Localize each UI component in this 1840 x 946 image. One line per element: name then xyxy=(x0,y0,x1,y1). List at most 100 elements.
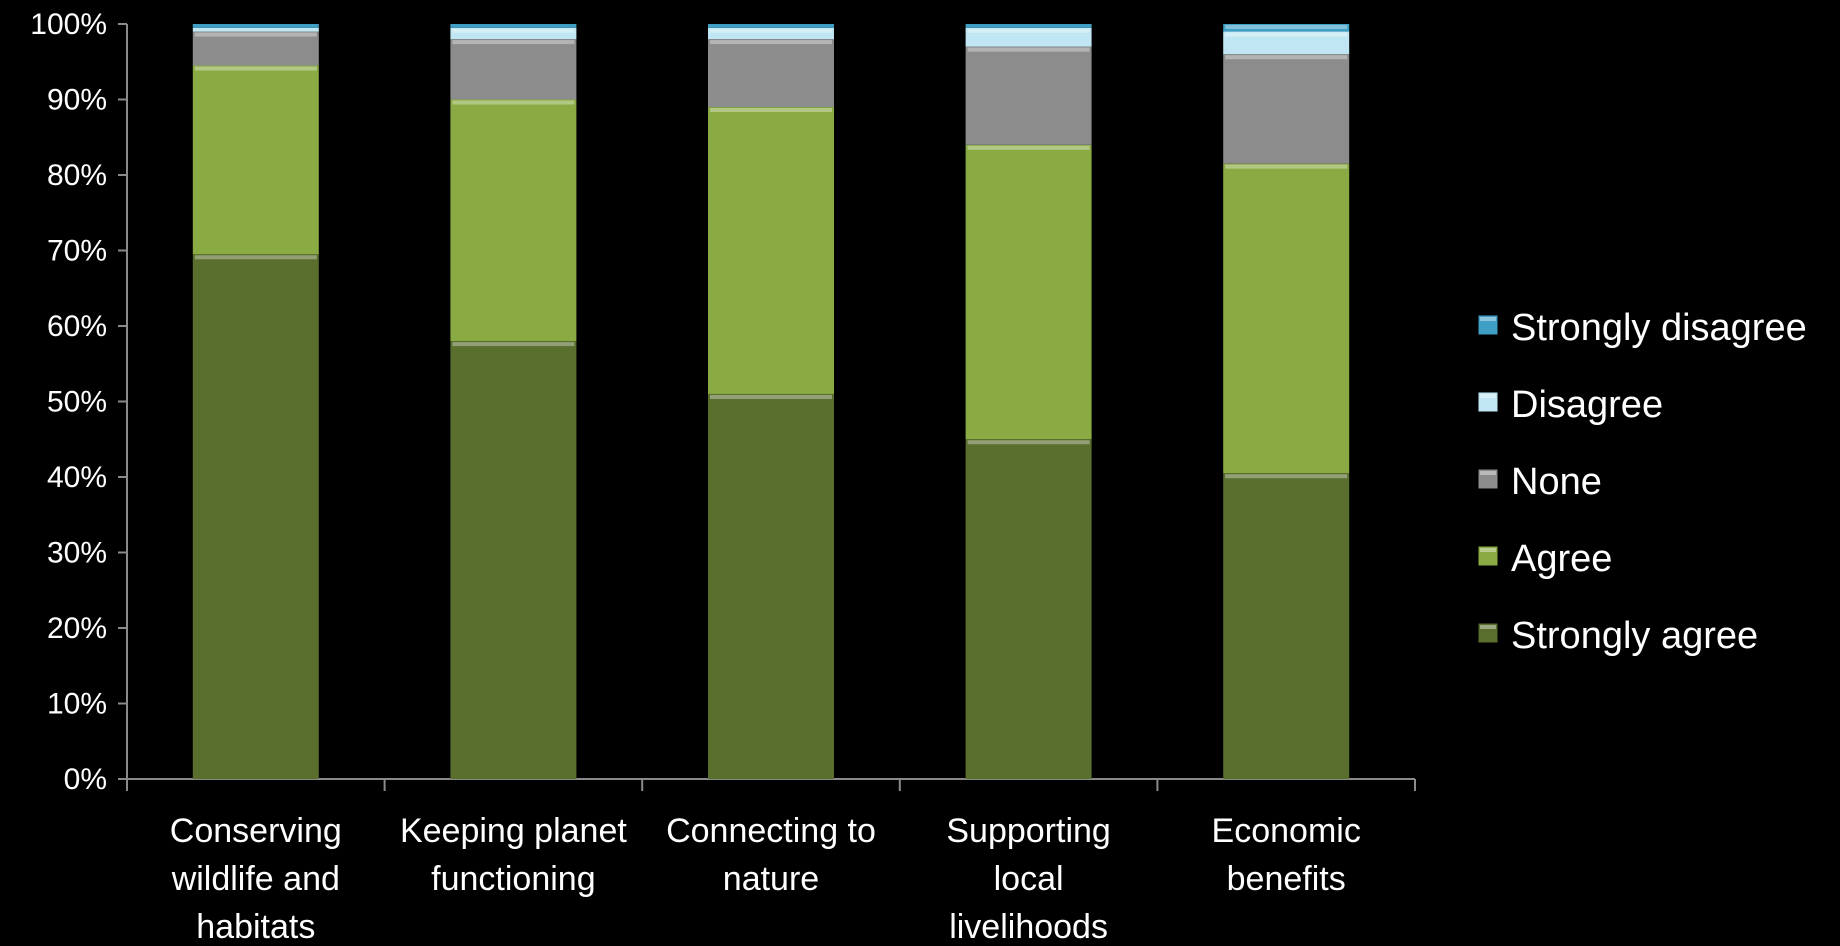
y-tick-label: 60% xyxy=(47,310,107,343)
bar-agree-economic-benefits xyxy=(1223,163,1350,474)
bar-strongly-agree-economic-benefits xyxy=(1223,473,1350,779)
legend-swatch xyxy=(1477,545,1499,567)
bar-segment-highlight xyxy=(1225,55,1348,60)
bar-disagree-keeping-planet-functioning xyxy=(450,27,577,40)
legend-swatch xyxy=(1477,468,1499,490)
y-tick-label: 20% xyxy=(47,612,107,645)
y-tick-label: 10% xyxy=(47,688,107,721)
x-tick-label-line: nature xyxy=(723,860,819,898)
bar-disagree-connecting-to-nature xyxy=(708,27,834,40)
bar-segment-highlight xyxy=(194,32,317,37)
legend-label: Disagree xyxy=(1511,384,1663,426)
bar-stack-economic-benefits xyxy=(1223,24,1350,779)
bar-segment-highlight xyxy=(967,145,1090,150)
bar-strongly-agree-conserving-wildlife-and-habitats xyxy=(192,254,319,779)
bar-segment-highlight xyxy=(1225,474,1348,479)
y-tick-label: 50% xyxy=(47,386,107,419)
bar-stack-keeping-planet-functioning xyxy=(450,24,577,779)
bar-segment-highlight xyxy=(710,40,832,45)
legend-label: Agree xyxy=(1511,538,1612,580)
bar-segment-highlight xyxy=(1225,25,1348,29)
x-tick-label: Economic benefits xyxy=(1212,812,1361,898)
legend-swatch-highlight xyxy=(1480,471,1496,475)
legend-swatch xyxy=(1477,391,1499,413)
x-tick-label: Keeping planet functioning xyxy=(400,812,627,898)
bar-segment-highlight xyxy=(452,100,575,105)
legend-item-none: None xyxy=(1477,461,1602,503)
y-tick-label: 80% xyxy=(47,159,107,192)
legend-label: Strongly agree xyxy=(1511,615,1758,657)
bar-agree-supporting-local-livelihoods xyxy=(965,144,1092,440)
legend-swatch-highlight xyxy=(1480,317,1496,321)
bar-segment-highlight xyxy=(194,66,317,71)
legend-item-strongly-agree: Strongly agree xyxy=(1477,615,1758,657)
bar-segment-highlight xyxy=(967,440,1090,445)
x-tick-label-line: Connecting to xyxy=(666,812,876,850)
bar-agree-conserving-wildlife-and-habitats xyxy=(192,65,319,255)
y-tick-label: 30% xyxy=(47,537,107,570)
x-tick-label-line: functioning xyxy=(431,860,595,898)
y-tick-label: 100% xyxy=(30,8,107,41)
bar-disagree-conserving-wildlife-and-habitats xyxy=(192,27,319,32)
bar-stack-conserving-wildlife-and-habitats xyxy=(192,24,319,779)
bar-stack-supporting-local-livelihoods xyxy=(965,24,1092,779)
bar-none-supporting-local-livelihoods xyxy=(965,46,1092,145)
y-tick-label: 70% xyxy=(47,235,107,268)
x-axis: Conserving wildlife and habitats Keeping pl… xyxy=(126,778,1416,946)
bar-strongly-disagree-keeping-planet-functioning xyxy=(450,24,577,28)
bar-segment-highlight xyxy=(194,255,317,260)
bar-none-connecting-to-nature xyxy=(708,39,834,108)
bar-segment-highlight xyxy=(1225,164,1348,169)
legend-swatch-highlight xyxy=(1480,548,1496,552)
bar-segment-highlight xyxy=(1225,32,1348,37)
x-tick-label: Connecting to nature xyxy=(666,812,876,898)
x-tick-label-line: Supporting xyxy=(946,812,1110,850)
x-tick-label-line: Economic xyxy=(1212,812,1361,850)
y-tick-label: 40% xyxy=(47,461,107,494)
bar-segment-highlight xyxy=(452,40,575,45)
legend-label: Strongly disagree xyxy=(1511,307,1807,349)
legend: Strongly disagree Disagree None Agree Strong… xyxy=(1477,307,1807,657)
bar-stack-connecting-to-nature xyxy=(708,24,834,779)
x-tick-label-line: local xyxy=(994,860,1064,898)
bar-segment-highlight xyxy=(452,28,575,33)
y-tick-label: 0% xyxy=(64,763,107,796)
bar-strongly-disagree-supporting-local-livelihoods xyxy=(965,24,1092,28)
legend-swatch xyxy=(1477,314,1499,336)
x-tick-label-line: Keeping planet xyxy=(400,812,627,850)
bar-segment-highlight xyxy=(452,342,575,347)
bar-none-conserving-wildlife-and-habitats xyxy=(192,31,319,66)
bars xyxy=(192,24,1350,779)
bar-none-keeping-planet-functioning xyxy=(450,39,577,100)
legend-label: None xyxy=(1511,461,1602,503)
bar-strongly-agree-connecting-to-nature xyxy=(708,393,834,779)
y-axis: 0% 10% 20% 30% 40% 50% 60% 70% 80% 90% 100% xyxy=(30,8,128,796)
bar-agree-connecting-to-nature xyxy=(708,107,834,394)
legend-swatch-highlight xyxy=(1480,394,1496,398)
bar-none-economic-benefits xyxy=(1223,54,1350,164)
bar-strongly-disagree-connecting-to-nature xyxy=(708,24,834,28)
bar-segment-highlight xyxy=(967,28,1090,33)
legend-item-strongly-disagree: Strongly disagree xyxy=(1477,307,1807,349)
bar-strongly-disagree-economic-benefits xyxy=(1223,24,1350,32)
x-tick-label: Supporting local livelihoods xyxy=(946,812,1110,946)
legend-swatch xyxy=(1477,622,1499,644)
bar-segment-highlight xyxy=(967,47,1090,52)
bar-disagree-supporting-local-livelihoods xyxy=(965,27,1092,47)
bar-segment-highlight xyxy=(710,394,832,399)
bar-disagree-economic-benefits xyxy=(1223,31,1350,55)
x-tick-label-line: livelihoods xyxy=(949,908,1108,946)
y-tick-label: 90% xyxy=(47,84,107,117)
legend-swatch-highlight xyxy=(1480,625,1496,629)
x-tick-label-line: wildlife and xyxy=(171,860,340,898)
bar-strongly-disagree-conserving-wildlife-and-habitats xyxy=(192,24,319,28)
bar-segment-highlight xyxy=(710,28,832,33)
x-tick-label-line: benefits xyxy=(1227,860,1346,898)
bar-agree-keeping-planet-functioning xyxy=(450,99,577,342)
legend-item-agree: Agree xyxy=(1477,538,1612,580)
x-tick-label: Conserving wildlife and habitats xyxy=(170,812,342,946)
x-tick-label-line: Conserving xyxy=(170,812,342,850)
x-tick-label-line: habitats xyxy=(196,908,315,946)
bar-strongly-agree-supporting-local-livelihoods xyxy=(965,439,1092,779)
